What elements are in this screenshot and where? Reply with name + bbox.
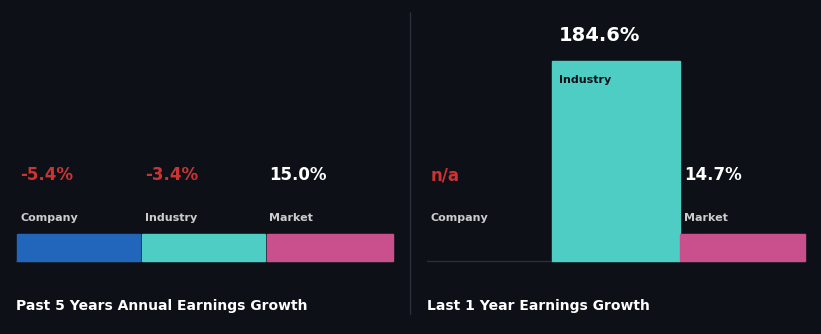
Text: Industry: Industry: [559, 75, 612, 85]
Text: -3.4%: -3.4%: [144, 166, 198, 184]
Text: n/a: n/a: [431, 166, 460, 184]
Bar: [680, 234, 805, 261]
Text: Last 1 Year Earnings Growth: Last 1 Year Earnings Growth: [427, 299, 649, 313]
Text: -5.4%: -5.4%: [21, 166, 73, 184]
Text: Company: Company: [431, 213, 488, 223]
Bar: [552, 61, 680, 261]
Text: Past 5 Years Annual Earnings Growth: Past 5 Years Annual Earnings Growth: [16, 299, 308, 313]
Text: Market: Market: [684, 213, 727, 223]
Text: Market: Market: [269, 213, 314, 223]
Text: 15.0%: 15.0%: [269, 166, 327, 184]
Bar: [267, 234, 393, 261]
Text: Industry: Industry: [144, 213, 197, 223]
Text: 184.6%: 184.6%: [559, 26, 640, 45]
Bar: [17, 234, 140, 261]
Bar: [142, 234, 264, 261]
Text: 14.7%: 14.7%: [684, 166, 741, 184]
Text: Company: Company: [21, 213, 78, 223]
